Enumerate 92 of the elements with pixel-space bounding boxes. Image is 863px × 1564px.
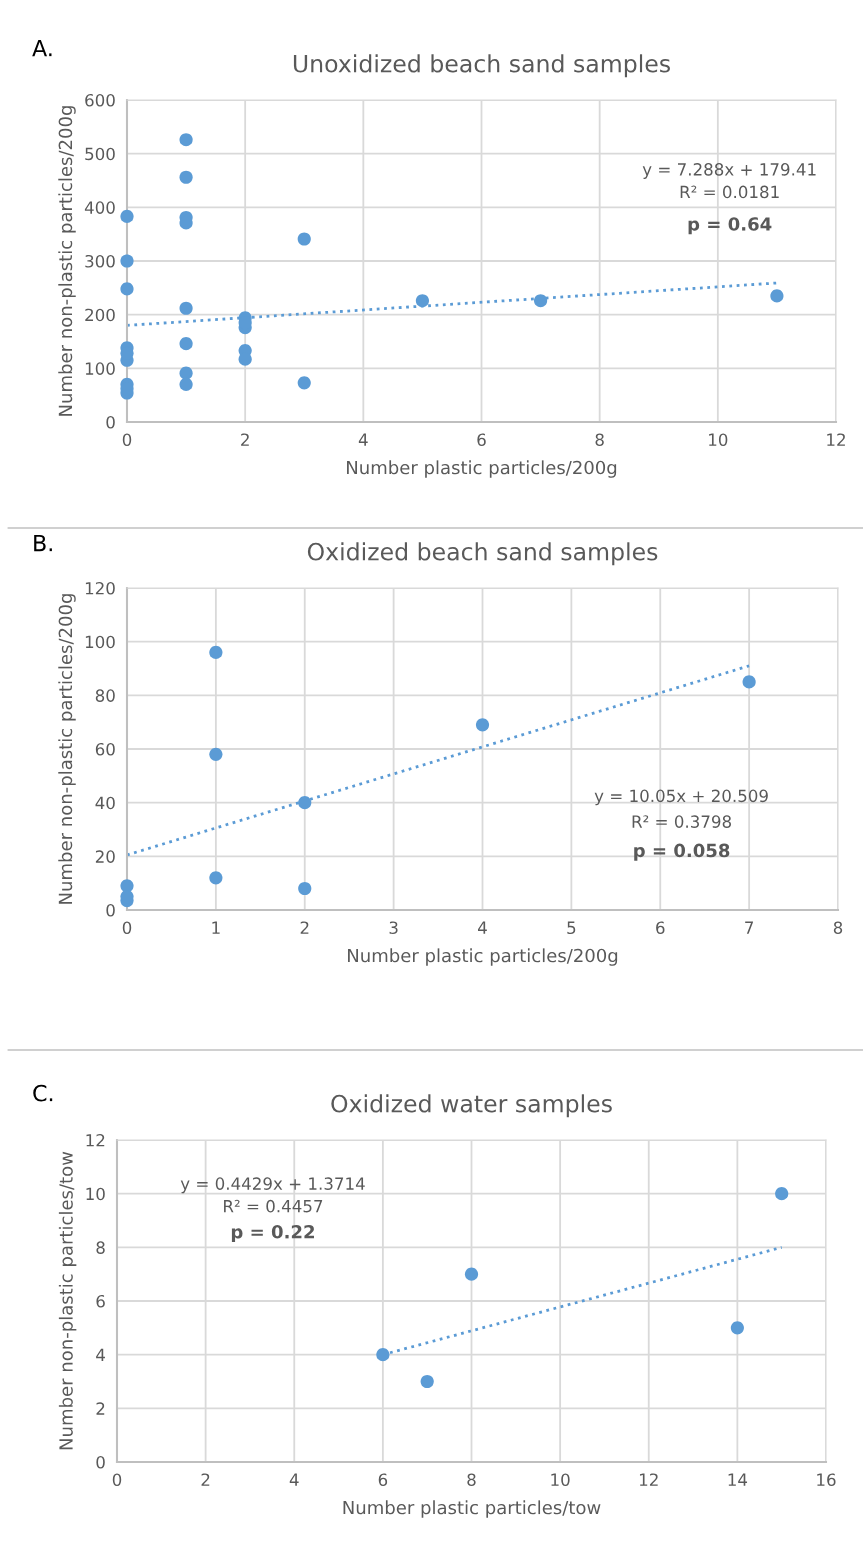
y-tick-label: 100 — [85, 362, 115, 375]
point — [179, 133, 193, 147]
x-tick-label: 4 — [289, 1473, 299, 1486]
point — [730, 1321, 744, 1335]
point — [415, 294, 429, 308]
x-tick-label: 3 — [389, 921, 398, 935]
annotation: R² = 0.0181 — [680, 185, 779, 199]
point — [464, 1267, 479, 1281]
point — [209, 645, 223, 659]
chart-title: Unoxidized beach sand samples — [293, 54, 670, 78]
x-tick-label: 4 — [478, 921, 487, 934]
x-tick-label: 5 — [567, 921, 576, 935]
y-tick-label: 40 — [95, 796, 115, 810]
annotation: p = 0.058 — [634, 843, 730, 861]
annotation: p = 0.64 — [688, 217, 772, 235]
y-tick-label: 2 — [96, 1402, 105, 1415]
x-tick-label: 10 — [551, 1473, 570, 1487]
y-tick-label: 4 — [96, 1348, 105, 1361]
text: C. — [33, 1084, 53, 1102]
y-axis-title: Number non-plastic particles/tow — [58, 1151, 77, 1450]
point — [120, 282, 134, 296]
x-tick-label: 2 — [241, 433, 249, 446]
point — [179, 301, 193, 315]
point — [376, 1348, 390, 1362]
point — [297, 376, 311, 390]
point — [179, 337, 193, 351]
y-axis-title: Number non-plastic particles/200g — [58, 106, 76, 416]
y-tick-label: 300 — [85, 254, 115, 268]
y-tick-label: 60 — [95, 742, 115, 756]
annotation: y = 10.05x + 20.509 — [594, 789, 768, 806]
y-tick-label: 200 — [85, 308, 115, 322]
x-tick-label: 2 — [201, 1473, 210, 1486]
y-tick-label: 8 — [96, 1241, 105, 1254]
annotation: R² = 0.4457 — [224, 1199, 323, 1213]
x-tick-label: 6 — [656, 921, 665, 935]
point — [179, 366, 193, 380]
y-axis-title: Number non-plastic particles/200g — [58, 594, 76, 904]
point — [742, 675, 756, 689]
x-tick-label: 10 — [709, 433, 728, 447]
y-tick-label: 20 — [95, 850, 115, 863]
y-tick-label: 12 — [86, 1133, 105, 1147]
x-tick-label: 12 — [639, 1473, 658, 1486]
y-tick-label: 400 — [84, 201, 115, 214]
y-tick-label: 600 — [85, 93, 115, 107]
y-tick-label: 10 — [86, 1187, 105, 1201]
x-tick-label: 8 — [833, 921, 843, 935]
y-tick-label: 0 — [106, 903, 115, 917]
point — [770, 289, 784, 303]
point — [120, 209, 134, 224]
point — [775, 1187, 789, 1201]
point — [179, 377, 193, 392]
x-tick-label: 4 — [358, 433, 368, 446]
point — [298, 881, 312, 896]
point — [179, 170, 193, 184]
y-tick-label: 0 — [106, 415, 115, 429]
y-tick-label: 6 — [96, 1294, 105, 1308]
x-tick-label: 16 — [817, 1473, 836, 1487]
x-tick-label: 6 — [378, 1473, 388, 1487]
x-tick-label: 6 — [477, 433, 486, 447]
x-tick-label: 8 — [595, 433, 604, 447]
x-tick-label: 1 — [212, 921, 220, 934]
text: A. — [32, 39, 52, 57]
x-tick-label: 12 — [827, 433, 845, 446]
x-tick-label: 8 — [467, 1473, 476, 1487]
x-axis-title: Number plastic particles/tow — [343, 1500, 601, 1518]
point — [297, 232, 311, 246]
chart-title: Oxidized water samples — [331, 1094, 612, 1118]
point — [420, 1374, 434, 1389]
chart-title: Oxidized beach sand samples — [307, 542, 658, 566]
text: B. — [34, 534, 52, 552]
annotation: y = 0.4429x + 1.3714 — [180, 1177, 365, 1194]
y-tick-label: 120 — [85, 581, 115, 595]
point — [534, 294, 548, 308]
point — [298, 796, 312, 810]
x-axis-title: Number plastic particles/200g — [348, 948, 618, 966]
annotation: p = 0.22 — [231, 1224, 314, 1243]
annotation: y = 7.288x + 179.41 — [642, 163, 816, 179]
y-tick-label: 100 — [85, 635, 115, 649]
y-tick-label: 500 — [85, 147, 115, 161]
x-axis-title: Number plastic particles/200g — [347, 460, 617, 478]
x-tick-label: 0 — [122, 921, 132, 935]
y-tick-label: 80 — [95, 689, 115, 702]
annotation: R² = 0.3798 — [632, 815, 732, 828]
x-tick-label: 2 — [300, 921, 309, 934]
point — [475, 718, 490, 732]
point — [120, 254, 134, 268]
x-tick-label: 14 — [728, 1473, 748, 1486]
point — [209, 747, 223, 761]
x-tick-label: 7 — [745, 921, 753, 934]
x-tick-label: 0 — [122, 433, 132, 447]
y-tick-label: 0 — [96, 1455, 105, 1469]
point — [209, 871, 223, 885]
